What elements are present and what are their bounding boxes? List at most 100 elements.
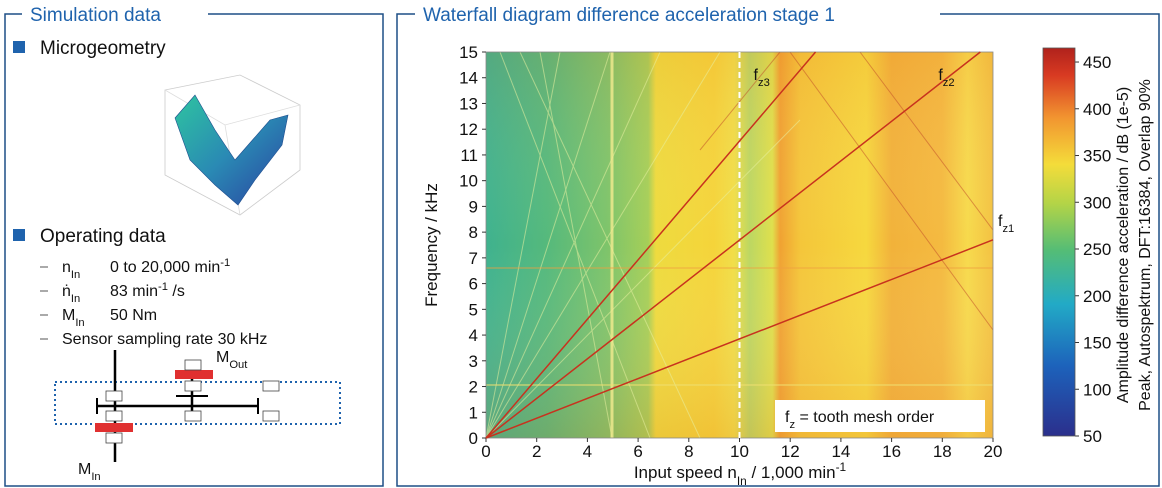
- x-tick-label: 16: [882, 442, 901, 461]
- section-heading: Operating data: [40, 226, 166, 247]
- text-part: ṅ: [62, 283, 71, 300]
- text-part: /s: [168, 283, 185, 300]
- text-part: n: [62, 259, 71, 276]
- order-label: fz3: [754, 67, 770, 89]
- x-tick-label: 2: [532, 442, 541, 461]
- text-part: f: [785, 409, 790, 426]
- script-part: In: [71, 269, 80, 281]
- text-part: M: [78, 461, 91, 478]
- text-part: 0 to 20,000 min: [110, 259, 220, 276]
- text-part: Input speed n: [634, 463, 737, 482]
- colorbar-tick-label: 100: [1083, 380, 1111, 399]
- y-tick-label: 9: [469, 197, 478, 216]
- chart-layer: 0 2 4 6 8 10 12 14 16 18 200123456789101112131415f…: [459, 43, 1111, 461]
- colorbar-tick-label: 200: [1083, 287, 1111, 306]
- y-tick-label: 5: [469, 300, 478, 319]
- symbol: MIn: [62, 307, 85, 329]
- text-part: M: [216, 349, 229, 366]
- y-tick-label: 6: [469, 275, 478, 294]
- x-axis-label: Input speed nIn / 1,000 min-1: [634, 460, 847, 488]
- x-tick-label: 10: [730, 442, 749, 461]
- colorbar-label: Peak, Autospektrum, DFT:16384, Overlap 9…: [1137, 79, 1154, 411]
- script-part: z1: [1002, 223, 1014, 235]
- bullet: [13, 229, 25, 241]
- text-part: f: [938, 67, 943, 84]
- chart-title: Waterfall diagram difference acceleratio…: [423, 5, 835, 26]
- colorbar-tick-label: 400: [1083, 100, 1111, 119]
- script-part: Out: [229, 359, 248, 371]
- script-part: In: [75, 317, 84, 329]
- colorbar-tick-label: 450: [1083, 53, 1111, 72]
- y-axis-label: Frequency / kHz: [422, 183, 441, 307]
- item-text: 0 to 20,000 min-1: [110, 257, 230, 276]
- script-part: z2: [943, 77, 955, 89]
- x-tick-label: 12: [781, 442, 800, 461]
- order-line: [485, 51, 817, 439]
- legend-box: [775, 400, 985, 432]
- bullet: [13, 41, 25, 53]
- colorbar-label: Amplitude difference acceleration / dB (…: [1115, 87, 1132, 403]
- text-part: f: [998, 213, 1003, 230]
- y-tick-label: 1: [469, 403, 478, 422]
- y-tick-label: 3: [469, 352, 478, 371]
- x-tick-label: 0: [481, 442, 490, 461]
- x-tick-label: 4: [583, 442, 592, 461]
- y-tick-label: 10: [459, 172, 478, 191]
- y-tick-label: 15: [459, 43, 478, 62]
- y-tick-label: 13: [459, 94, 478, 113]
- colorbar-tick-label: 300: [1083, 193, 1111, 212]
- script-part: -1: [158, 281, 168, 293]
- x-tick-label: 20: [984, 442, 1003, 461]
- script-part: z3: [758, 77, 770, 89]
- item-text: 83 min-1 /s: [110, 281, 185, 300]
- symbol: ṅIn: [62, 283, 80, 305]
- order-label: fz1: [998, 213, 1014, 235]
- x-tick-label: 18: [933, 442, 952, 461]
- item-text: Sensor sampling rate 30 kHz: [62, 331, 267, 348]
- order-line: [485, 239, 994, 439]
- y-tick-label: 14: [459, 69, 478, 88]
- text-part: / 1,000 min: [747, 463, 836, 482]
- colorbar-tick-label: 50: [1083, 427, 1102, 446]
- script-part: -1: [220, 257, 230, 269]
- colorbar-tick-label: 350: [1083, 147, 1111, 166]
- order-label: fz2: [938, 67, 954, 89]
- surface-plot: [164, 74, 301, 216]
- y-tick-label: 11: [460, 146, 478, 165]
- torque-label: MIn: [78, 461, 101, 483]
- y-tick-label: 7: [469, 249, 478, 268]
- title-gap: [415, 2, 940, 26]
- y-tick-label: 4: [469, 326, 478, 345]
- colorbar: [1042, 47, 1076, 437]
- section-heading: Microgeometry: [40, 38, 166, 59]
- text-part: 50 Nm: [110, 307, 157, 324]
- y-tick-label: 2: [469, 378, 478, 397]
- y-tick-label: 12: [459, 120, 478, 139]
- y-tick-label: 8: [469, 223, 478, 242]
- script-part: z: [789, 419, 795, 431]
- order-line: [485, 51, 981, 439]
- y-tick-label: 0: [469, 429, 478, 448]
- script-part: -1: [836, 460, 847, 474]
- item-text: 50 Nm: [110, 307, 157, 324]
- x-tick-label: 14: [831, 442, 850, 461]
- text-part: M: [62, 307, 75, 324]
- legend-text: fz = tooth mesh order: [785, 409, 935, 431]
- text-part: 83 min: [110, 283, 158, 300]
- x-tick-label: 6: [633, 442, 642, 461]
- text-part: f: [754, 67, 759, 84]
- script-part: In: [71, 293, 80, 305]
- x-tick-label: 8: [684, 442, 693, 461]
- colorbar-tick-label: 250: [1083, 240, 1111, 259]
- script-part: In: [91, 471, 100, 483]
- torque-label: MOut: [216, 349, 248, 371]
- symbol: nIn: [62, 259, 80, 281]
- panel-title: Simulation data: [30, 5, 161, 26]
- colorbar-tick-label: 150: [1083, 334, 1111, 353]
- text-part: = tooth mesh order: [795, 409, 935, 426]
- schematic: [54, 350, 341, 462]
- title-gap: [22, 2, 208, 26]
- script-part: In: [737, 474, 747, 488]
